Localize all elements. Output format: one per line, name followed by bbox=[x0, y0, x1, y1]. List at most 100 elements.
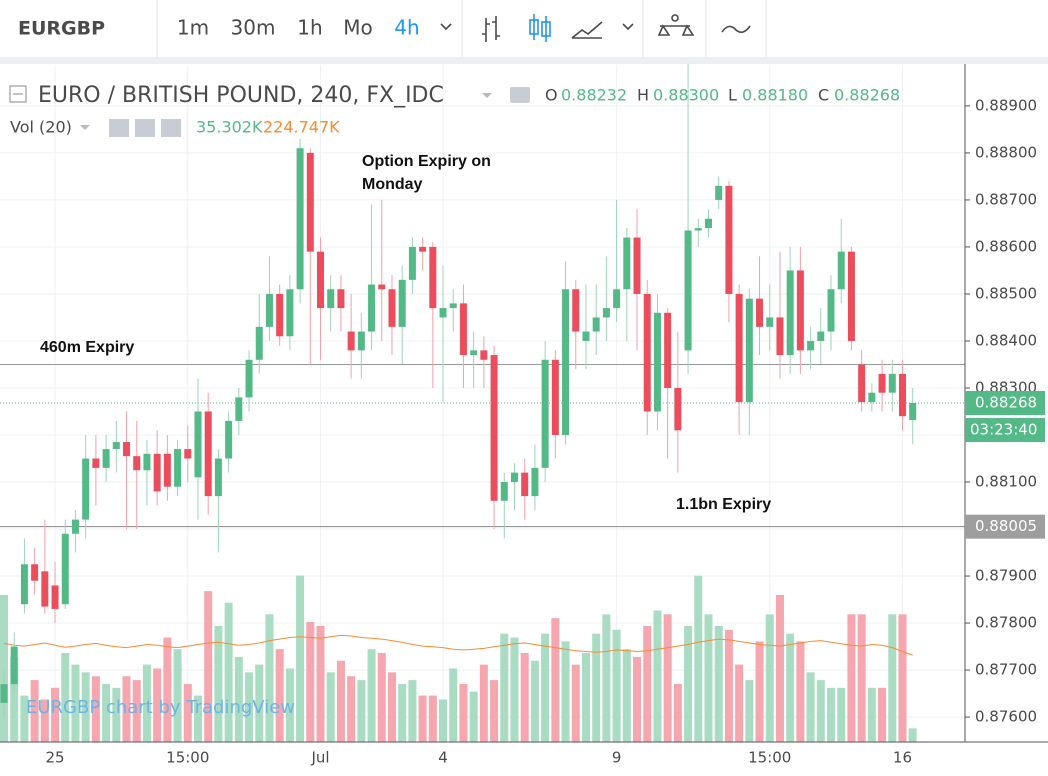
volume-bar bbox=[10, 656, 19, 742]
candle-body bbox=[837, 251, 845, 290]
interval[interactable]: 1m bbox=[177, 16, 209, 40]
candle-body bbox=[817, 331, 825, 341]
volume-eye-icon[interactable] bbox=[109, 119, 129, 137]
candle-body bbox=[368, 284, 376, 332]
ohlc-value: 0.88232 bbox=[561, 86, 627, 105]
volume-bar bbox=[745, 680, 754, 742]
volume-bar bbox=[827, 687, 836, 742]
volume-settings-icon[interactable] bbox=[135, 119, 155, 137]
candle-body bbox=[796, 270, 804, 351]
candle-body bbox=[745, 298, 753, 403]
volume-bar bbox=[663, 614, 672, 742]
candle-body bbox=[317, 251, 325, 309]
volume-ma-value: 224.747K bbox=[263, 118, 340, 137]
x-tick-label: 15:00 bbox=[166, 749, 209, 767]
volume-bar bbox=[418, 695, 427, 742]
marked-price-box bbox=[965, 514, 1045, 539]
volume-bar bbox=[908, 728, 917, 742]
interval[interactable]: 30m bbox=[231, 16, 276, 40]
volume-bar bbox=[122, 676, 131, 742]
candle-body bbox=[807, 340, 815, 351]
volume-bar bbox=[20, 695, 29, 742]
y-tick-label: 0.87900 bbox=[975, 567, 1037, 585]
volume-bar bbox=[81, 672, 90, 742]
toolbar-separators bbox=[156, 0, 767, 57]
candle-body bbox=[592, 317, 600, 332]
interval-active[interactable]: 4h bbox=[394, 16, 419, 40]
ohlc-value: 0.88268 bbox=[834, 86, 900, 105]
volume-bar bbox=[714, 625, 723, 742]
candle-body bbox=[20, 564, 28, 605]
volume-bar bbox=[602, 614, 611, 742]
candle-body bbox=[704, 218, 712, 229]
volume-bar bbox=[316, 625, 325, 742]
volume-dropdown[interactable] bbox=[80, 125, 90, 130]
volume-bar bbox=[867, 687, 876, 742]
y-tick-label: 0.88500 bbox=[975, 284, 1037, 302]
candle-body bbox=[674, 387, 682, 431]
volume-bar bbox=[765, 614, 774, 742]
y-tick-label: 0.88700 bbox=[975, 190, 1037, 208]
candle-body bbox=[633, 237, 641, 294]
volume-bar bbox=[367, 649, 376, 742]
volume-bar bbox=[469, 691, 478, 742]
style-dropdown[interactable] bbox=[622, 23, 634, 31]
candle-body bbox=[909, 403, 917, 420]
candle-body bbox=[10, 646, 18, 685]
collapse-icon[interactable] bbox=[9, 85, 27, 103]
volume-bar bbox=[214, 625, 223, 742]
candle-body bbox=[408, 246, 416, 280]
volume-bar bbox=[132, 680, 141, 742]
volume-bar bbox=[571, 664, 580, 742]
candle-body bbox=[102, 449, 110, 468]
volume-bar bbox=[541, 633, 550, 742]
volume-bar bbox=[479, 664, 488, 742]
symbol[interactable]: EURGBP bbox=[18, 18, 105, 40]
candle-body bbox=[756, 298, 764, 327]
volume-bar bbox=[193, 695, 202, 742]
candle-body bbox=[204, 411, 212, 497]
interval-dropdown[interactable] bbox=[440, 23, 452, 31]
watermark: EURGBP chart by TradingView bbox=[26, 697, 295, 718]
candle-body bbox=[143, 453, 151, 471]
candle-body bbox=[459, 303, 467, 356]
compare-icon[interactable] bbox=[657, 14, 695, 36]
x-tick-label: 15:00 bbox=[748, 749, 791, 767]
interval[interactable]: 1h bbox=[297, 16, 322, 40]
candle-body bbox=[112, 442, 120, 450]
annotation: Monday bbox=[362, 176, 423, 193]
volume-bar bbox=[622, 649, 631, 742]
y-tick-label: 0.88900 bbox=[975, 96, 1037, 114]
title-dropdown[interactable] bbox=[482, 93, 492, 98]
candle-body bbox=[572, 289, 580, 332]
ohlc-label: L bbox=[728, 86, 737, 105]
y-tick-label: 0.88800 bbox=[975, 143, 1037, 161]
bar-style-icon[interactable] bbox=[482, 16, 500, 42]
volume-remove-icon[interactable] bbox=[161, 119, 181, 137]
area-style-icon[interactable] bbox=[571, 21, 603, 39]
candle-body bbox=[858, 364, 866, 403]
interval[interactable]: Mo bbox=[343, 16, 373, 40]
candle-body bbox=[245, 359, 253, 398]
candle-style-icon[interactable] bbox=[529, 14, 551, 42]
volume-bar bbox=[296, 575, 305, 742]
candle-body bbox=[265, 293, 273, 327]
volume-bar bbox=[275, 649, 284, 742]
volume-bar bbox=[91, 676, 100, 742]
volume-bar bbox=[612, 629, 621, 742]
indicators-icon[interactable] bbox=[721, 25, 751, 34]
candle-body bbox=[613, 289, 621, 309]
candle-body bbox=[562, 289, 570, 435]
volume-bar bbox=[510, 637, 519, 742]
volume-bar bbox=[530, 660, 539, 742]
volume-bar bbox=[796, 641, 805, 742]
last-price-label: 0.88268 bbox=[975, 394, 1037, 412]
candle-body bbox=[531, 467, 539, 497]
volume-bar bbox=[704, 614, 713, 742]
volume-ma-line bbox=[3, 634, 913, 656]
volume-bar bbox=[204, 591, 213, 742]
candle-body bbox=[92, 458, 100, 468]
volume-bar bbox=[490, 680, 499, 742]
eye-icon[interactable] bbox=[510, 87, 530, 103]
